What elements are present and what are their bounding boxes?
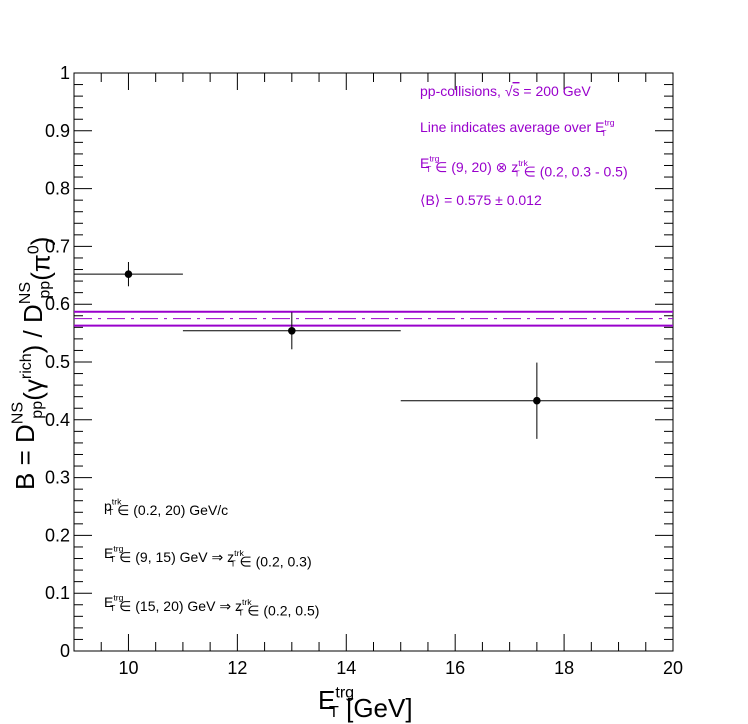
xlabel-sup: trg (335, 683, 354, 701)
data-marker (124, 270, 133, 278)
legend-right-entry: pp-collisions, √s = 200 GeV (420, 83, 591, 99)
legend-right-entry: Etrg T ∈ (9, 20) ⊗ ztrk T ∈ (0.2, 0.3 - 0.… (420, 154, 628, 180)
leg-main: E (104, 594, 113, 610)
data-point (400, 362, 673, 439)
et-sup: trg (604, 118, 614, 128)
leg2-sup: trk (242, 597, 252, 607)
y-tick-label: 0.6 (45, 294, 70, 314)
y-tick-label: 0.2 (45, 525, 70, 545)
et-sub: T (426, 164, 432, 174)
ylabel3-sup: NS (16, 282, 34, 304)
y-tick-label: 0.4 (45, 410, 70, 430)
legend-right-entry: ⟨B⟩ = 0.575 ± 0.012 (420, 192, 542, 208)
leg-sub: T (108, 507, 114, 517)
leg-sup: trk (112, 497, 122, 507)
leg2-sub: T (238, 607, 244, 617)
leg2-main: z (235, 598, 242, 614)
x-axis-ticks: 10 12 14 16 18 20 (100, 73, 683, 678)
x-tick-label: 20 (663, 658, 683, 678)
leg-sub: T (110, 603, 116, 613)
leg2-sup: trk (234, 548, 244, 558)
zt-sup: trk (518, 158, 528, 168)
x-tick-label: 10 (118, 658, 138, 678)
y-axis-title: B = DNSpp(γrich) / DNSpp(π0) (8, 237, 55, 490)
data-point (74, 262, 183, 287)
legend-left-entry: ptrk T ∈ (0.2, 20) GeV/c (104, 497, 228, 519)
y-axis-ticks: 0 0.1 0.2 0.3 0.4 0.5 0.6 0.7 0.8 0.9 1 (45, 63, 673, 661)
data-marker (288, 326, 296, 335)
x-tick-label: 12 (227, 658, 247, 678)
ylabel1-sub: pp (28, 401, 46, 419)
et-main: E (595, 119, 604, 135)
data-point (182, 312, 401, 350)
xlabel-main: E (318, 685, 335, 715)
y-tick-label: 1 (60, 63, 70, 83)
sqrt-sign: √ (505, 83, 513, 99)
legend-right-entry: Line indicates average over Etrg T (420, 118, 615, 139)
legend-right: pp-collisions, √s = 200 GeV Line indicate… (420, 83, 628, 208)
x-tick-label: 14 (336, 658, 356, 678)
leg2-main: z (227, 549, 234, 565)
data-marker (533, 396, 541, 405)
leg-sup: trg (113, 544, 123, 554)
average-band (74, 310, 673, 327)
legend-left-entry: Etrg T ∈ (9, 15) GeV ⇒ ztrk T ∈ (0.2, 0.3) (104, 544, 312, 570)
x-axis-label: Etrg T [GeV] (318, 683, 413, 723)
y-tick-label: 0.3 (45, 468, 70, 488)
ylabel3-sub: pp (36, 281, 54, 299)
y-tick-label: 0 (60, 641, 70, 661)
y-tick-label: 0.5 (45, 352, 70, 372)
zt-sub: T (514, 168, 520, 178)
leg-main: p (104, 498, 112, 514)
et-sub: T (601, 128, 607, 138)
legend-left: ptrk T ∈ (0.2, 20) GeV/c Etrg T ∈ (9, 15) G… (104, 497, 319, 619)
x-axis-title: Etrg T [GeV] (318, 683, 413, 723)
zt-main: z (511, 159, 518, 175)
y-tick-label: 0.1 (45, 583, 70, 603)
x-tick-label: 16 (445, 658, 465, 678)
leg2-sub: T (230, 558, 236, 568)
ylabel1-sup: NS (8, 402, 26, 424)
leg-sup: trg (113, 593, 123, 603)
xlabel-sub: T (329, 703, 339, 721)
y-tick-label: 0.8 (45, 179, 70, 199)
leg-main: E (104, 545, 113, 561)
x-tick-label: 18 (554, 658, 574, 678)
y-axis-label: B = DNSpp(γrich) / DNSpp(π0) (8, 237, 55, 490)
legend-left-entry: Etrg T ∈ (15, 20) GeV ⇒ ztrk T ∈ (0.2, 0.5… (104, 593, 319, 619)
leg-sub: T (110, 554, 116, 564)
et-sup: trg (429, 154, 439, 164)
data-points (74, 262, 673, 439)
y-tick-label: 0.7 (45, 236, 70, 256)
et-main: E (420, 155, 429, 171)
y-tick-label: 0.9 (45, 121, 70, 141)
